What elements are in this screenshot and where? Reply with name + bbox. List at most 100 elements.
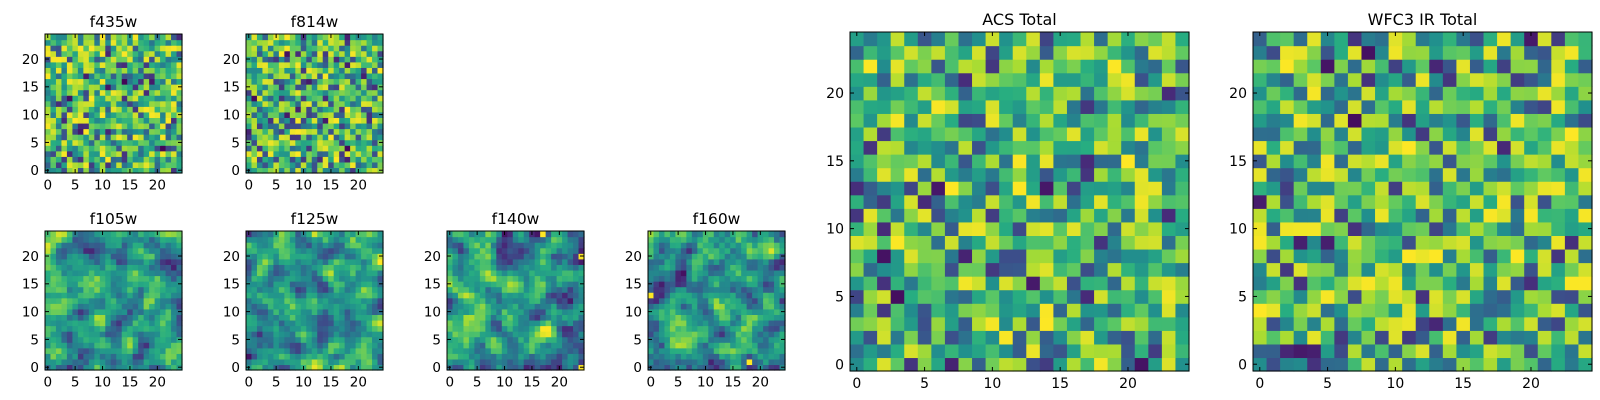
heatmap-cell [1134,316,1149,331]
heatmap-cell [361,353,368,360]
heatmap-cell [171,314,178,321]
heatmap-cell [863,235,878,250]
heatmap-cell [116,236,123,243]
heatmap-cell [72,161,79,169]
heatmap-cell [691,286,698,293]
heatmap-cell [468,269,475,277]
heatmap-cell [355,297,362,304]
heatmap-cell [289,134,296,141]
heatmap-cell [355,134,362,141]
heatmap-cell [529,264,536,271]
heatmap-cell [779,342,786,349]
heatmap-cell [573,297,580,304]
heatmap-cell [289,100,296,107]
heatmap-cell [256,297,264,304]
heatmap-cell [366,258,373,265]
heatmap-cell [246,78,253,85]
heatmap-cell [295,139,302,146]
heatmap-cell [267,286,274,293]
heatmap-cell [50,336,57,343]
heatmap-cell [311,145,318,152]
heatmap-cell [284,128,291,135]
heatmap-cell [1094,330,1109,345]
heatmap-cell [127,156,134,163]
heatmap-cell [724,314,731,321]
heatmap-cell [94,95,101,102]
heatmap-cell [94,156,101,163]
heatmap-cell [556,331,563,338]
heatmap-cell [675,275,682,282]
heatmap-cell [306,106,313,113]
heatmap-cell [300,84,307,91]
heatmap-cell [763,258,770,265]
heatmap-cell [66,106,73,113]
heatmap-cell [551,253,558,260]
heatmap-cell [457,319,465,327]
heatmap-cell [344,67,351,74]
heatmap-cell [730,331,737,338]
heatmap-cell [523,269,530,277]
heatmap-cell [116,45,123,52]
heatmap-cell [50,67,57,74]
heatmap-cell [256,67,264,74]
heatmap-cell [273,100,280,107]
heatmap-cell [138,95,145,102]
heatmap-cell [534,264,541,271]
heatmap-cell [518,242,525,249]
heatmap-cell [94,161,101,169]
heatmap-cell [171,236,178,243]
heatmap-cell [94,269,101,277]
heatmap-cell [110,336,117,343]
heatmap-cell [1161,72,1177,87]
heatmap-cell [88,122,95,130]
heatmap-cell [66,353,73,360]
heatmap-cell [132,353,139,360]
heatmap-cell [985,262,1000,277]
heatmap-cell [350,286,357,293]
heatmap-cell [306,128,313,135]
heatmap-cell [1320,343,1335,359]
heatmap-cell [333,122,340,130]
heatmap-cell [350,358,357,366]
heatmap-cell [708,297,715,304]
heatmap-cell [256,236,264,243]
x-tick-label: 5 [272,178,281,194]
heatmap-cell [116,78,123,85]
heatmap-cell [523,353,530,360]
heatmap-cell [355,84,362,91]
heatmap-cell [735,231,742,238]
heatmap-cell [339,342,346,349]
heatmap-cell [116,134,123,141]
heatmap-cell [246,89,253,96]
heatmap-cell [1551,235,1566,250]
heatmap-cell [1121,140,1136,155]
heatmap-cell [116,100,123,107]
heatmap-cell [55,314,63,321]
heatmap-cell [138,281,145,288]
heatmap-cell [377,67,384,74]
heatmap-cell [730,286,737,293]
heatmap-cell [149,303,156,310]
heatmap-cell [1442,343,1457,359]
heatmap-cell [55,292,63,299]
heatmap-cell [1039,221,1054,236]
heatmap-cell [691,275,698,282]
heatmap-cell [311,89,318,96]
heatmap-cell [1107,343,1122,359]
heatmap-cell [452,336,459,343]
heatmap-cell [121,314,128,321]
heatmap-cell [1012,167,1027,182]
heatmap-cell [149,128,156,135]
heatmap-cell [931,59,946,74]
heatmap-cell [328,134,335,141]
heatmap-cell [171,353,178,360]
heatmap-cell [322,292,329,299]
heatmap-cell [50,161,57,169]
heatmap-cell [1266,248,1281,264]
heatmap-cell [339,347,346,354]
heatmap-cell [333,139,340,146]
heatmap-cell [138,111,145,118]
heatmap-cell [45,117,52,124]
heatmap-cell [284,297,291,304]
